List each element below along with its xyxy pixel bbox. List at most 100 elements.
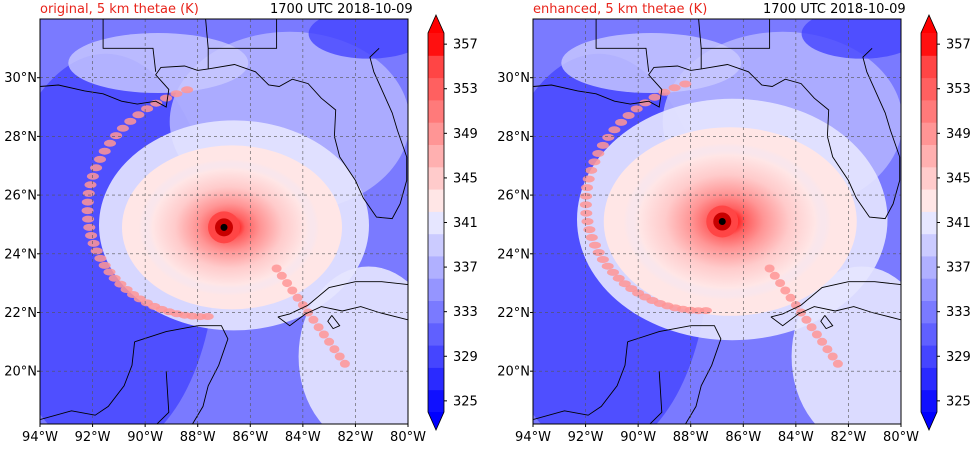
x-tick-label: 82°W — [830, 430, 866, 445]
rainband-cell — [114, 280, 127, 288]
rainband-cell — [630, 105, 643, 113]
x-tick-label: 88°W — [673, 430, 709, 445]
colorbar-segment — [921, 278, 937, 301]
northeast-cold-region — [801, 19, 901, 59]
y-tick-label: 30°N — [497, 71, 530, 86]
colorbar-tick-label: 353 — [453, 82, 478, 97]
colorbar-segment — [921, 367, 937, 391]
rainband-cell — [87, 239, 100, 247]
colorbar-segment — [921, 144, 937, 168]
rainband-cell — [84, 181, 97, 189]
colorbar-segment — [428, 233, 444, 257]
rainband-cell — [615, 118, 628, 126]
rainband-cell — [127, 291, 139, 298]
x-tick-label: 92°W — [568, 430, 604, 445]
rainband-cell — [612, 274, 625, 282]
y-tick-label: 22°N — [497, 306, 530, 321]
colorbar-segment — [921, 166, 937, 190]
coastline — [40, 47, 408, 220]
rainband-cell — [822, 345, 833, 354]
rainband-cell — [85, 232, 98, 239]
coastline — [595, 19, 650, 72]
rainband-cell — [639, 99, 652, 107]
colorbar-segment — [428, 278, 444, 301]
colorbar-segment — [921, 99, 937, 123]
colorbar-segment — [921, 33, 937, 56]
colorbar-segment — [428, 300, 444, 324]
colorbar-tick-label: 341 — [946, 216, 971, 231]
rainband-cell — [150, 99, 163, 107]
x-tick-label: 80°W — [390, 430, 426, 445]
rainband-cell — [668, 84, 681, 92]
colorbar-outline — [427, 14, 445, 431]
panel-title: original, 5 km thetae (K) — [40, 2, 199, 17]
caribbean-region — [298, 266, 408, 424]
x-tick-label: 84°W — [778, 430, 814, 445]
colorbar-tick-label: 325 — [946, 394, 971, 409]
rainband-cell — [271, 264, 282, 273]
colorbar-tick-label: 329 — [453, 350, 478, 365]
rainband-cell — [120, 286, 133, 293]
rainband-cell — [308, 315, 319, 324]
x-tick-label: 90°W — [127, 430, 163, 445]
rainband-cell — [103, 268, 116, 276]
colorbar-segment — [921, 389, 937, 413]
rainband-cell — [160, 94, 173, 102]
x-tick-label: 90°W — [620, 430, 656, 445]
rainband-cell — [589, 241, 601, 249]
right-map-panel: enhanced, 5 km thetae (K) 1700 UTC 2018-… — [493, 0, 972, 449]
panel-time: 1700 UTC 2018-10-09 — [270, 2, 413, 17]
rainband-cell — [98, 261, 111, 269]
rainband-cell — [581, 218, 594, 225]
colorbar-extend-min — [921, 412, 937, 430]
rainband-cell — [827, 352, 838, 361]
rainband-cell — [83, 223, 96, 231]
colorbar-tick-label: 349 — [946, 127, 971, 142]
rainband-cell — [592, 150, 605, 157]
rainband-cell — [832, 359, 843, 368]
rainband-cell — [90, 164, 103, 172]
rainband-cell — [658, 88, 671, 96]
rainband-cell — [313, 323, 324, 332]
colorbar-tick-label: 341 — [453, 216, 478, 231]
colorbar-segment — [428, 367, 444, 391]
coastline — [701, 19, 771, 49]
rainband-cell — [181, 86, 194, 94]
colorbar: 325 329 333 337 341 345 349 353 357 — [920, 14, 971, 431]
y-tick-label: 26°N — [497, 189, 530, 204]
colorbar-tick-label: 357 — [946, 38, 971, 53]
colorbar-tick-label: 329 — [946, 350, 971, 365]
y-tick-label: 20°N — [497, 365, 530, 380]
colorbar-segment — [921, 345, 937, 368]
colorbar-outline — [920, 14, 938, 431]
x-tick-label: 82°W — [337, 430, 373, 445]
rainband-cell — [98, 147, 111, 155]
map-frame — [39, 18, 409, 425]
rainband-cell — [780, 286, 791, 295]
rainband-cell — [132, 111, 145, 119]
coastline — [156, 371, 170, 424]
rainband-cell — [790, 301, 801, 310]
coastline — [770, 306, 901, 327]
x-tick-label: 80°W — [883, 430, 919, 445]
x-tick-label: 94°W — [22, 430, 58, 445]
thetae-field — [533, 19, 901, 424]
rainband-cell — [82, 189, 95, 197]
x-tick-label: 92°W — [75, 430, 111, 445]
colorbar-segment — [921, 77, 937, 101]
colorbar-segment — [428, 389, 444, 413]
panel-time: 1700 UTC 2018-10-09 — [763, 2, 906, 17]
rainband-cell — [81, 207, 94, 215]
rainband-cell — [287, 286, 298, 295]
colorbar-tick-label: 357 — [453, 38, 478, 53]
colorbar-tick-label: 337 — [453, 261, 478, 276]
coastline — [277, 306, 408, 327]
y-tick-label: 24°N — [497, 247, 530, 262]
rainband-cell — [785, 293, 796, 302]
coastline — [820, 315, 834, 330]
map-figure: 94°W 92°W 90°W 88°W 86°W 84°W 82°W 80°W 20°N 22°N… — [4, 14, 478, 445]
coastline — [533, 341, 629, 421]
rainband-cell — [94, 254, 107, 262]
rainband-cell — [580, 209, 593, 217]
coastline — [40, 341, 136, 421]
